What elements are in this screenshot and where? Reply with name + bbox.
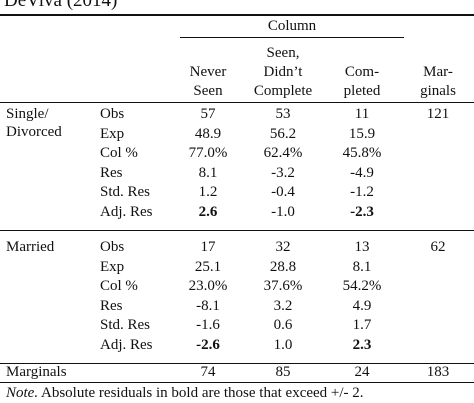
table-cell: -1.6 (196, 317, 220, 334)
column-header: Com-pleted (322, 63, 402, 101)
note-label: Note. (6, 385, 39, 401)
group-label: Married (6, 239, 55, 255)
table-cell: 45.8% (342, 145, 382, 162)
table-cell: 8.1 (352, 258, 372, 275)
column-header: Mar-ginals (398, 63, 474, 101)
column-header-line: Com- (344, 64, 380, 80)
group-label: Divorced (6, 124, 62, 140)
table-cell: 1.2 (198, 184, 218, 201)
stat-label: Std. Res (100, 184, 151, 201)
table-cell: 3.2 (273, 297, 293, 314)
stat-label: Obs (100, 106, 125, 122)
bottom-rule (0, 382, 474, 383)
column-header-line: Complete (253, 83, 313, 99)
table-cell: 48.9 (194, 125, 222, 142)
table-note: Note. Absolute residuals in bold are tho… (6, 384, 364, 402)
stat-label: Exp (100, 125, 125, 142)
table-cell: -2.3 (350, 204, 374, 220)
table-cell: 56.2 (269, 125, 297, 142)
table-cell: -1.0 (271, 204, 295, 220)
grand-total: 183 (426, 364, 450, 380)
table-cell: 32 (275, 239, 291, 255)
stat-label: Adj. Res (100, 204, 153, 220)
stat-label: Adj. Res (100, 337, 153, 353)
stat-label: Col % (100, 278, 138, 295)
column-header: Never Seen (168, 63, 248, 101)
column-header-line: Never (189, 64, 227, 80)
stat-label: Std. Res (100, 317, 151, 334)
table-cell: 2.3 (352, 337, 372, 353)
column-marginal: 85 (275, 364, 291, 380)
group-label: Single/ (6, 106, 49, 122)
column-header-line: Seen, (266, 45, 300, 61)
table-cell: 62.4% (263, 145, 303, 162)
column-header-line: pleted (343, 83, 381, 99)
group-rule (0, 230, 474, 231)
marginals-rule (0, 363, 474, 364)
stat-label: Obs (100, 239, 125, 255)
table-cell: 23.0% (188, 278, 228, 295)
table-caption: DeViva (2014) (4, 0, 118, 11)
table-cell: 28.8 (269, 258, 297, 275)
table-cell: 4.9 (352, 297, 372, 314)
column-header: Seen, Didn’t Complete (243, 44, 323, 101)
table-cell: 54.2% (342, 278, 382, 295)
column-marginal: 24 (354, 364, 370, 380)
table-cell: -1.2 (350, 184, 374, 201)
column-spanner: Column (267, 18, 317, 34)
table-cell: 11 (354, 106, 370, 122)
table-cell: -2.6 (196, 337, 220, 353)
stat-label: Res (100, 164, 123, 181)
table-cell: 25.1 (194, 258, 222, 275)
table-cell: 57 (200, 106, 216, 122)
header-rule (0, 102, 474, 103)
table-cell: 53 (275, 106, 291, 122)
row-marginal: 62 (430, 239, 446, 255)
table-cell: 17 (200, 239, 216, 255)
column-marginal: 74 (200, 364, 216, 380)
note-text: Absolute residuals in bold are those tha… (38, 385, 364, 401)
column-header-line: ginals (420, 83, 456, 99)
table-cell: -0.4 (271, 184, 295, 201)
column-header-line: Mar- (423, 64, 453, 80)
table-cell: 37.6% (263, 278, 303, 295)
table-cell: 13 (354, 239, 370, 255)
table-cell: 77.0% (188, 145, 228, 162)
table-cell: 0.6 (273, 317, 293, 334)
table-cell: 1.0 (273, 337, 293, 353)
top-rule (0, 14, 474, 16)
table-cell: 2.6 (198, 204, 218, 220)
table-cell: -4.9 (350, 164, 374, 181)
table-cell: 1.7 (352, 317, 372, 334)
stat-label: Col % (100, 145, 138, 162)
spanner-rule (180, 37, 404, 38)
stat-label: Exp (100, 258, 125, 275)
table-cell: 8.1 (198, 164, 218, 181)
table-cell: 15.9 (348, 125, 376, 142)
row-marginal: 121 (426, 106, 450, 122)
table-cell: -3.2 (271, 164, 295, 181)
marginals-label: Marginals (6, 364, 67, 380)
stat-label: Res (100, 297, 123, 314)
column-header-line: Seen (193, 83, 223, 99)
column-header-line: Didn’t (263, 64, 303, 80)
table-cell: -8.1 (196, 297, 220, 314)
